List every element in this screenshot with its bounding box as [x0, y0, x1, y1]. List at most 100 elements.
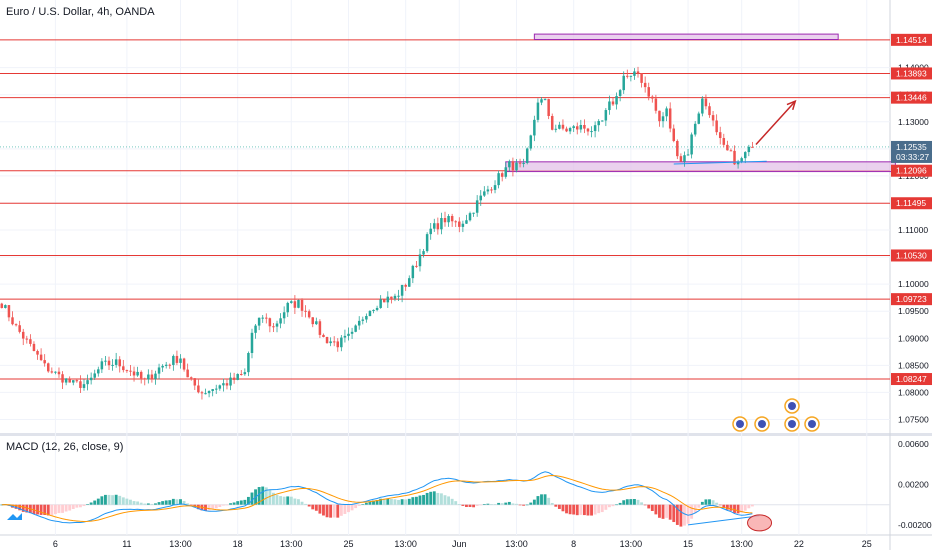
macd-histogram-bar	[604, 504, 608, 510]
macd-histogram-bar	[304, 503, 308, 505]
macd-histogram-bar	[114, 494, 118, 505]
candle-body	[375, 307, 379, 310]
x-tick-label: 13:00	[394, 539, 417, 549]
candle-body	[579, 124, 583, 130]
price-axis: 1.140001.135001.130001.125001.120001.115…	[891, 33, 932, 530]
flag-event-icon[interactable]	[804, 416, 820, 432]
candles	[0, 66, 754, 400]
candle-body	[540, 99, 543, 103]
macd-histogram-bar	[314, 504, 318, 511]
candle-body	[43, 360, 46, 364]
macd-histogram-bar	[96, 498, 100, 505]
macd-histogram-bar	[561, 504, 565, 512]
macd-histogram-bar	[658, 504, 661, 518]
candle-body	[475, 200, 479, 213]
candle-body	[697, 113, 701, 124]
candle-body	[618, 90, 622, 97]
candle-body	[554, 128, 558, 130]
macd-histogram-bar	[171, 498, 175, 505]
macd-histogram-bar	[182, 500, 186, 505]
event-flag	[788, 402, 796, 410]
candle-body	[647, 87, 650, 97]
macd-histogram-bar	[672, 504, 676, 523]
candle-body	[275, 323, 279, 327]
macd-histogram-bar	[432, 491, 436, 505]
macd-histogram-bar	[57, 504, 61, 514]
candle-body	[225, 383, 229, 386]
macd-histogram-bar	[139, 502, 143, 505]
candle-body	[118, 359, 121, 367]
macd-histogram-bar	[493, 504, 497, 505]
candle-body	[393, 295, 397, 299]
macd-histogram-bar	[718, 504, 722, 506]
macd-histogram-bar	[93, 500, 97, 505]
macd-histogram-bar	[239, 500, 243, 505]
macd-histogram-bar	[354, 504, 358, 509]
candle-body	[615, 96, 618, 105]
candle-body	[68, 378, 71, 383]
macd-histogram-bar	[75, 504, 79, 508]
candle-body	[300, 299, 304, 311]
x-tick-label: 13:00	[730, 539, 753, 549]
candle-body	[458, 221, 461, 227]
candle-body	[400, 284, 404, 296]
macd-histogram-bar	[329, 504, 333, 518]
candle-body	[483, 191, 486, 196]
macd-histogram-bar	[111, 495, 115, 505]
macd-histogram-bar	[654, 504, 658, 515]
level-price-tag	[891, 293, 932, 306]
signal-line	[1, 475, 753, 522]
macd-histogram-bar	[189, 504, 193, 506]
candle-body	[751, 146, 754, 148]
candle-body	[465, 220, 468, 224]
candle-body	[450, 215, 454, 222]
candle-body	[254, 325, 257, 333]
macd-histogram-bar	[372, 500, 375, 505]
macd-histogram-bar	[207, 504, 211, 511]
forecast-arrow-head	[786, 99, 797, 111]
macd-histogram-bar	[382, 498, 386, 505]
flag-event-icon[interactable]	[732, 416, 748, 432]
candle-body	[197, 385, 200, 393]
pane-separator	[0, 433, 932, 436]
candle-body	[497, 173, 500, 186]
candle-body	[179, 358, 182, 363]
macd-histogram-bar	[50, 504, 54, 516]
candle-body	[82, 384, 86, 388]
macd-histogram-bar	[547, 497, 551, 505]
y-tick-label: 1.10000	[898, 279, 929, 289]
candle-body	[164, 364, 168, 366]
candle-body	[379, 299, 382, 308]
macd-histogram-bar	[86, 504, 89, 505]
economic-event-icons[interactable]	[732, 398, 820, 432]
macd-histogram-bar	[132, 501, 136, 505]
macd-histogram-bar	[422, 494, 425, 505]
macd-histogram-bar	[568, 504, 572, 515]
macd-histogram-bar	[468, 504, 472, 507]
macd-histogram-bar	[143, 503, 147, 505]
macd-histogram-bar	[475, 504, 479, 506]
macd-histogram-bar	[61, 504, 64, 513]
flag-event-icon[interactable]	[784, 398, 800, 414]
macd-histogram-bar	[425, 492, 429, 505]
macd-pane	[0, 471, 890, 532]
candle-body	[268, 318, 272, 327]
macd-histogram-bar	[246, 496, 250, 505]
candle-body	[315, 321, 318, 325]
drawings	[673, 99, 797, 526]
candle-body	[425, 234, 429, 252]
flag-event-icon[interactable]	[754, 416, 770, 432]
macd-histogram-bar	[472, 504, 476, 508]
level-price-label: 1.10530	[896, 250, 927, 260]
x-tick-label: Jun	[452, 539, 467, 549]
candle-body	[718, 132, 722, 139]
macd-histogram-bar	[439, 493, 443, 505]
candle-body	[157, 367, 161, 374]
candle-body	[704, 98, 708, 107]
x-tick-label: 13:00	[620, 539, 643, 549]
macd-histogram-bar	[704, 499, 708, 505]
flag-event-icon[interactable]	[784, 416, 800, 432]
candle-body	[397, 295, 400, 297]
